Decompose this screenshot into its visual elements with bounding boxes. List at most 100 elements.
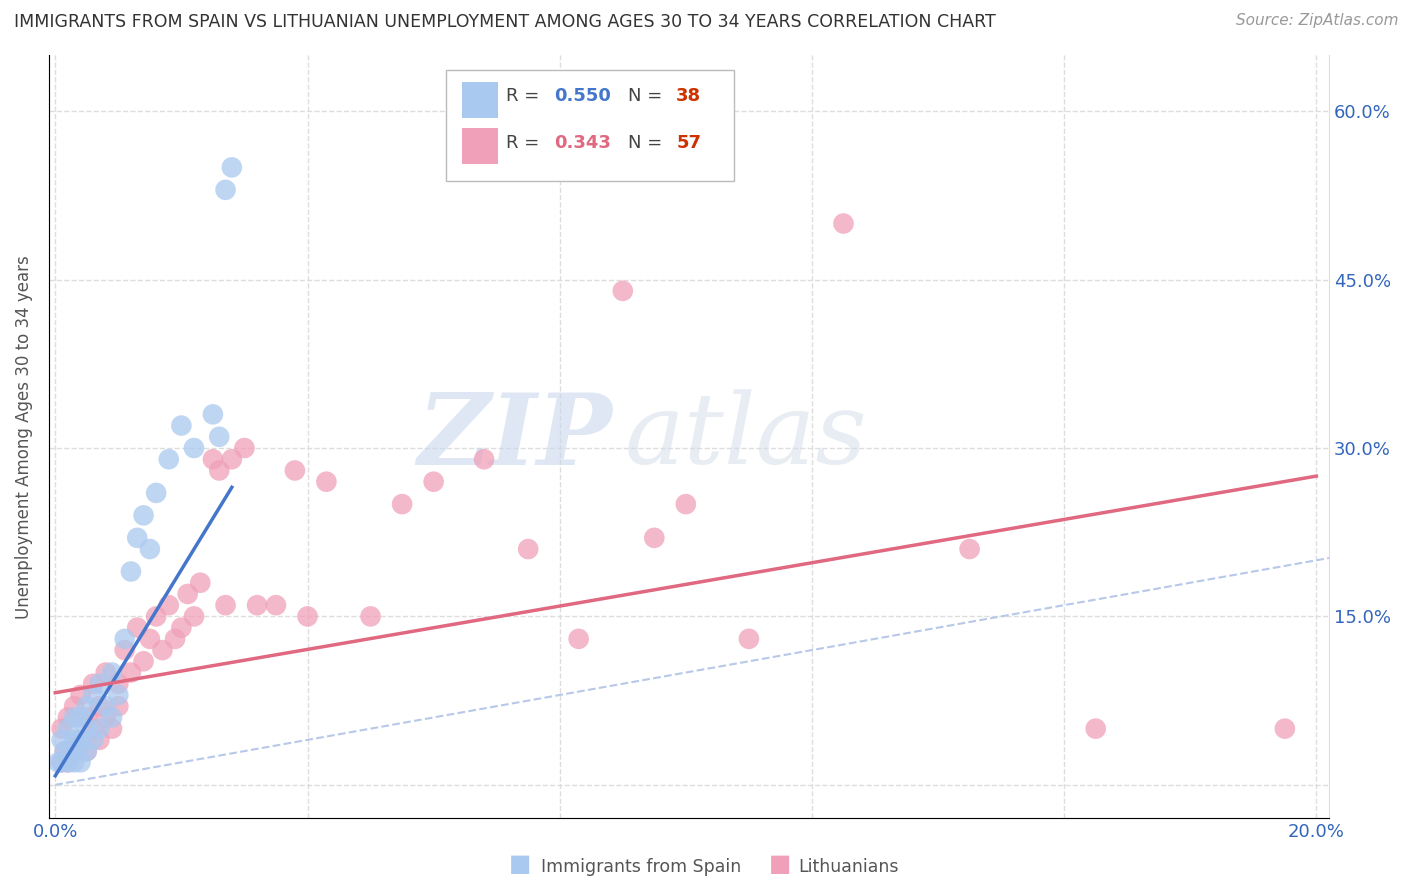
Point: [89, 732, 111, 747]
Text: Source: ZipAtlas.com: Source: ZipAtlas.com: [1236, 13, 1399, 29]
Point: [82, 677, 104, 691]
Point: [101, 722, 124, 736]
Point: [284, 463, 307, 477]
Point: [82, 722, 104, 736]
Point: [517, 542, 540, 557]
Point: [472, 452, 495, 467]
Point: [51, 756, 73, 770]
Point: [675, 497, 697, 511]
Point: [94, 699, 117, 714]
Point: [107, 699, 129, 714]
Text: R =: R =: [506, 134, 546, 152]
Text: 0.550: 0.550: [554, 87, 612, 104]
Point: [157, 452, 180, 467]
Point: [1084, 722, 1107, 736]
Point: [145, 609, 167, 624]
Point: [152, 643, 174, 657]
FancyBboxPatch shape: [463, 128, 498, 164]
Text: ■: ■: [769, 852, 792, 876]
Point: [297, 609, 319, 624]
FancyBboxPatch shape: [446, 70, 734, 181]
Point: [214, 598, 236, 612]
Point: [82, 732, 104, 747]
Point: [233, 441, 256, 455]
Point: [76, 699, 98, 714]
Point: [176, 587, 198, 601]
Point: [246, 598, 269, 612]
Text: 57: 57: [676, 134, 702, 152]
Point: [69, 732, 91, 747]
Point: [183, 441, 205, 455]
Point: [221, 452, 243, 467]
Point: [89, 677, 111, 691]
Point: [56, 756, 79, 770]
Text: ■: ■: [509, 852, 531, 876]
Point: [132, 654, 155, 668]
Point: [201, 408, 224, 422]
Point: [959, 542, 981, 557]
Point: [63, 710, 86, 724]
Point: [120, 665, 142, 680]
Point: [63, 756, 86, 770]
Point: [101, 710, 124, 724]
Point: [201, 452, 224, 467]
Point: [69, 688, 91, 702]
Point: [183, 609, 205, 624]
Point: [127, 531, 149, 545]
Point: [738, 632, 761, 646]
Point: [612, 284, 634, 298]
Point: [208, 430, 231, 444]
Point: [145, 486, 167, 500]
Text: atlas: atlas: [626, 389, 868, 484]
Point: [51, 722, 73, 736]
Point: [832, 217, 855, 231]
Point: [48, 756, 70, 770]
Point: [422, 475, 444, 489]
Point: [63, 699, 86, 714]
Point: [66, 744, 89, 758]
Point: [76, 710, 98, 724]
Point: [69, 756, 91, 770]
Point: [69, 732, 91, 747]
Text: N =: N =: [627, 87, 668, 104]
Point: [89, 699, 111, 714]
Text: ZIP: ZIP: [418, 389, 612, 485]
Text: Lithuanians: Lithuanians: [799, 858, 898, 876]
Point: [107, 677, 129, 691]
Point: [170, 418, 193, 433]
Point: [94, 710, 117, 724]
Point: [139, 632, 162, 646]
Point: [188, 575, 211, 590]
Point: [208, 463, 231, 477]
Point: [139, 542, 162, 557]
Point: [221, 161, 243, 175]
Point: [56, 722, 79, 736]
Point: [63, 732, 86, 747]
Point: [76, 722, 98, 736]
Point: [101, 665, 124, 680]
Point: [132, 508, 155, 523]
Text: R =: R =: [506, 87, 546, 104]
Point: [643, 531, 665, 545]
Point: [56, 756, 79, 770]
Point: [76, 744, 98, 758]
Point: [360, 609, 382, 624]
Point: [51, 732, 73, 747]
Point: [53, 744, 76, 758]
Point: [157, 598, 180, 612]
Point: [391, 497, 413, 511]
Y-axis label: Unemployment Among Ages 30 to 34 years: Unemployment Among Ages 30 to 34 years: [15, 255, 32, 619]
Point: [60, 744, 83, 758]
Text: 0.343: 0.343: [554, 134, 612, 152]
Point: [264, 598, 287, 612]
Point: [51, 756, 73, 770]
Point: [120, 565, 142, 579]
Point: [1274, 722, 1296, 736]
Point: [127, 621, 149, 635]
Point: [69, 710, 91, 724]
Text: N =: N =: [627, 134, 668, 152]
Text: Immigrants from Spain: Immigrants from Spain: [541, 858, 741, 876]
Point: [165, 632, 187, 646]
Point: [568, 632, 591, 646]
Point: [82, 688, 104, 702]
